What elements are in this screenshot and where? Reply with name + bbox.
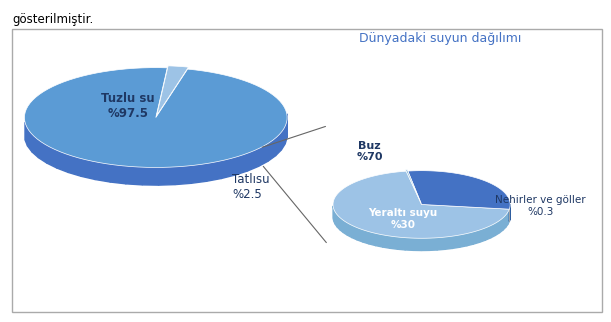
Polygon shape [335,212,337,227]
Polygon shape [452,235,459,248]
Polygon shape [437,237,445,250]
Polygon shape [357,228,363,242]
Polygon shape [247,149,258,171]
Polygon shape [57,150,68,173]
Polygon shape [68,155,81,176]
Polygon shape [343,220,348,235]
Polygon shape [276,132,281,156]
Polygon shape [191,164,207,183]
Polygon shape [408,171,510,209]
Polygon shape [382,235,390,248]
Text: Tatlısu
%2.5: Tatlısu %2.5 [232,173,270,201]
Polygon shape [207,161,221,181]
Polygon shape [281,126,285,150]
Polygon shape [333,171,510,238]
Polygon shape [333,206,334,221]
Polygon shape [499,218,503,233]
Polygon shape [474,230,480,244]
Polygon shape [508,209,510,224]
Polygon shape [24,68,287,167]
Polygon shape [348,223,352,238]
Polygon shape [27,128,32,152]
Text: Yeraltı suyu
%30: Yeraltı suyu %30 [368,208,438,230]
Polygon shape [398,237,405,250]
Polygon shape [506,212,508,227]
Text: Nehirler ve göller
%0.3: Nehirler ve göller %0.3 [496,195,586,217]
Polygon shape [467,232,474,246]
Text: gösterilmiştir.: gösterilmiştir. [12,13,93,26]
Polygon shape [126,166,142,185]
Text: Tuzlu su
%97.5: Tuzlu su %97.5 [101,92,155,120]
Polygon shape [142,167,159,185]
Polygon shape [429,238,437,251]
Polygon shape [25,122,27,146]
Polygon shape [405,238,413,251]
Polygon shape [156,66,188,116]
Polygon shape [406,170,421,203]
Polygon shape [95,162,111,182]
Polygon shape [390,236,398,249]
Polygon shape [38,140,47,163]
Polygon shape [337,215,340,230]
Polygon shape [221,157,235,178]
Polygon shape [235,153,247,175]
Polygon shape [459,233,467,247]
Text: Dünyadaki suyun dağılımı: Dünyadaki suyun dağılımı [359,32,521,45]
FancyBboxPatch shape [12,29,602,312]
Polygon shape [480,228,485,242]
Polygon shape [496,221,499,235]
Polygon shape [445,236,452,249]
Polygon shape [421,238,429,251]
Polygon shape [111,164,126,184]
Polygon shape [334,209,335,224]
Polygon shape [175,166,191,185]
Polygon shape [81,159,95,180]
Polygon shape [285,120,287,144]
Polygon shape [491,223,496,238]
Polygon shape [268,138,276,161]
Text: Buz
%70: Buz %70 [356,140,383,162]
Polygon shape [376,233,382,247]
Polygon shape [32,134,38,158]
Polygon shape [159,167,175,185]
Polygon shape [47,146,57,168]
Polygon shape [352,225,357,240]
Polygon shape [258,144,268,166]
Polygon shape [503,215,506,230]
Polygon shape [340,218,343,232]
Polygon shape [413,238,421,251]
Polygon shape [363,230,369,244]
Polygon shape [369,232,376,246]
Polygon shape [485,226,491,240]
